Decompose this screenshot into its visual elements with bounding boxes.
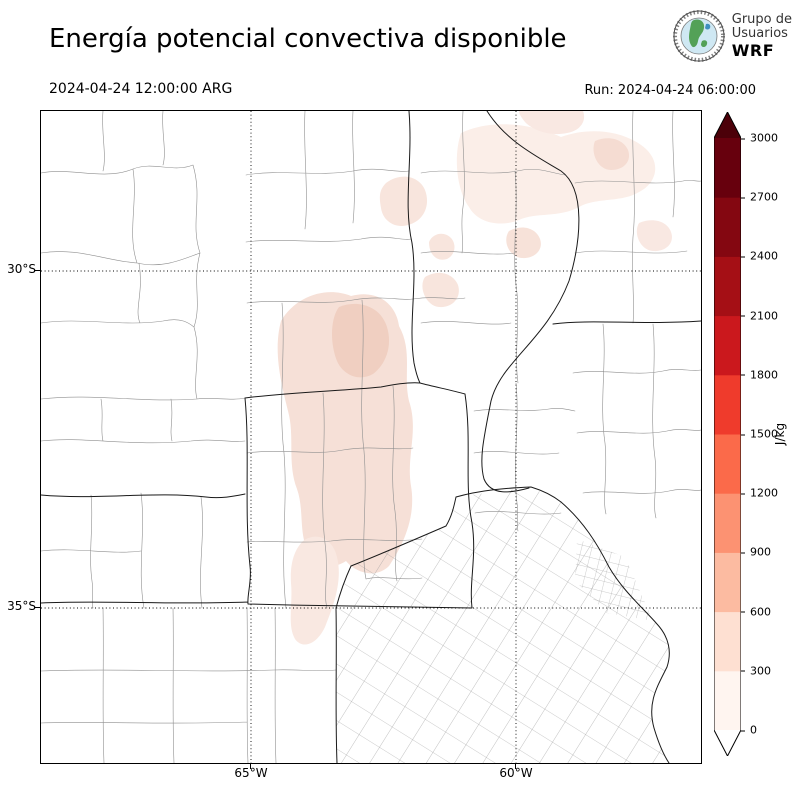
map-frame (40, 110, 702, 764)
run-time-label: Run: 2024-04-24 06:00:00 (584, 83, 756, 98)
axis-tick-y30 (34, 270, 40, 271)
ytick-30s: 30°S (7, 262, 36, 276)
province-borders (41, 111, 701, 763)
colorbar-segment (714, 374, 741, 435)
colorbar-arrow-top (714, 112, 741, 138)
globe-icon (672, 10, 725, 62)
colorbar-tick-label: 0 (741, 724, 757, 737)
cape-shading (277, 111, 672, 645)
colorbar-bar (714, 112, 741, 756)
colorbar-tick-label: 600 (741, 605, 771, 618)
page-title: Energía potencial convectiva disponible (49, 24, 567, 54)
colorbar-segment (714, 493, 741, 553)
colorbar-tick-label: 2100 (741, 309, 778, 322)
logo-line-3: WRF (731, 40, 775, 60)
colorbar: 0 300 600 900 1200 1500 1800 2100 2400 2700 3000 J… (714, 112, 800, 756)
ytick-35s: 35°S (7, 599, 36, 613)
xtick-60w: 60°W (499, 766, 533, 780)
colorbar-unit-label: J/kg (773, 422, 787, 446)
colorbar-segment (714, 138, 741, 198)
axis-tick-x65 (250, 763, 251, 769)
buenos-aires-border (350, 486, 562, 567)
colorbar-tick-label: 2700 (741, 191, 778, 204)
colorbar-tick-label: 1500 (741, 428, 778, 441)
department-borders (41, 111, 701, 763)
colorbar-tick-label: 1200 (741, 487, 778, 500)
gridlines (41, 111, 701, 763)
valid-time-label: 2024-04-24 12:00:00 ARG (49, 81, 233, 97)
logo-line-2: Usuarios (731, 26, 788, 42)
colorbar-tick-label: 300 (741, 664, 771, 677)
colorbar-segment (714, 552, 741, 613)
wrf-logo: Grupo de Usuarios WRF (672, 10, 792, 62)
buenos-aires-mesh (336, 487, 670, 763)
colorbar-segment (714, 670, 741, 731)
colorbar-arrow-bottom (714, 730, 741, 756)
colorbar-tick-label: 1800 (741, 368, 778, 381)
coastline (560, 501, 670, 763)
colorbar-tick-label: 2400 (741, 250, 778, 263)
colorbar-segment (714, 197, 741, 257)
logo-line-1: Grupo de (731, 11, 792, 27)
axis-tick-y35 (34, 607, 40, 608)
colorbar-segment (714, 434, 741, 494)
colorbar-tick-label: 900 (741, 546, 771, 559)
axis-tick-x60 (515, 763, 516, 769)
colorbar-segment (714, 611, 741, 672)
colorbar-ticks: 0 300 600 900 1200 1500 1800 2100 2400 2700 3000 (741, 112, 795, 756)
colorbar-tick-label: 3000 (741, 132, 778, 145)
xtick-65w: 65°W (234, 766, 268, 780)
map-canvas (41, 111, 701, 763)
colorbar-segment (714, 315, 741, 376)
logo-text: Grupo de Usuarios WRF (731, 11, 792, 60)
colorbar-segment (714, 256, 741, 317)
